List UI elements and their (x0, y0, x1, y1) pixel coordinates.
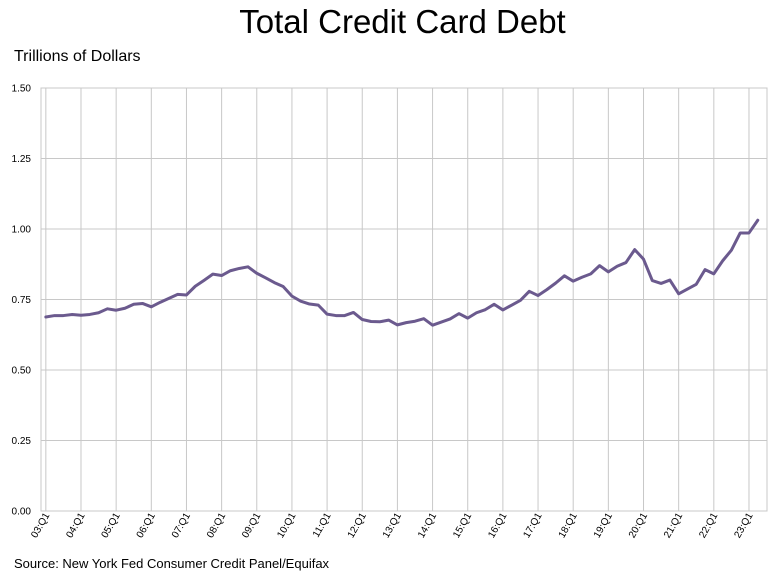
x-tick-label: 16:Q1 (486, 511, 509, 540)
x-tick-label: 11:Q1 (311, 511, 334, 540)
x-tick-label: 22:Q1 (697, 511, 720, 540)
y-tick-label: 1.00 (12, 225, 32, 236)
x-tick-label: 21:Q1 (662, 511, 685, 540)
chart-title: Total Credit Card Debt (239, 3, 566, 40)
x-tick-label: 04:Q1 (64, 511, 87, 540)
y-tick-label: 1.25 (12, 154, 32, 165)
y-tick-label: 0.00 (12, 507, 32, 518)
x-tick-label: 20:Q1 (627, 511, 650, 540)
y-tick-label: 1.50 (12, 84, 32, 95)
horizontal-gridlines (41, 87, 767, 512)
x-tick-label: 08:Q1 (205, 511, 228, 540)
x-tick-label: 03:Q1 (29, 511, 52, 540)
source-note: Source: New York Fed Consumer Credit Pan… (14, 556, 330, 571)
x-tick-label: 23:Q1 (732, 511, 755, 540)
series-layer (44, 218, 760, 327)
x-tick-label: 19:Q1 (592, 511, 615, 540)
y-tick-label: 0.50 (12, 366, 32, 377)
x-tick-label: 15:Q1 (451, 511, 474, 540)
x-tick-label: 05:Q1 (100, 511, 123, 540)
x-tick-label: 10:Q1 (275, 511, 298, 540)
series-line (44, 218, 760, 327)
y-tick-label: 0.75 (12, 295, 32, 306)
x-tick-label: 18:Q1 (557, 511, 580, 540)
y-axis-label: Trillions of Dollars (14, 48, 141, 65)
x-tick-labels: 03:Q1 04:Q1 05:Q1 06:Q1 07:Q1 08:Q1 09:Q1 10:Q1… (29, 511, 756, 540)
x-tick-label: 07:Q1 (170, 511, 193, 540)
y-tick-labels: 0.00 0.25 0.50 0.75 1.00 1.25 1.50 (12, 84, 32, 518)
x-tick-label: 12:Q1 (346, 511, 369, 540)
y-tick-label: 0.25 (12, 436, 32, 447)
x-tick-label: 13:Q1 (381, 511, 404, 540)
x-tick-label: 09:Q1 (240, 511, 263, 540)
x-tick-label: 14:Q1 (416, 511, 439, 540)
x-tick-label: 06:Q1 (135, 511, 158, 540)
x-tick-label: 17:Q1 (521, 511, 544, 540)
vertical-gridlines (45, 88, 750, 511)
